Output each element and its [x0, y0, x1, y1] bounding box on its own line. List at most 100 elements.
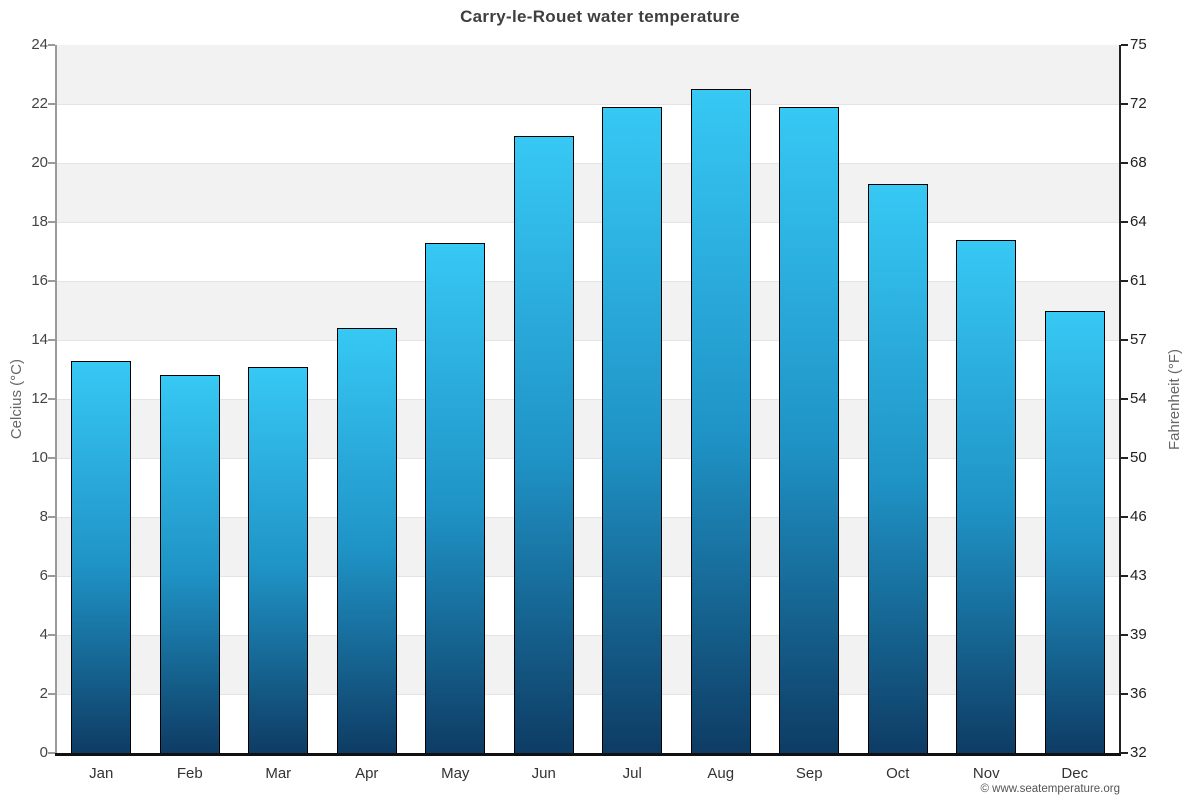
y-axis-right-tick-label: 64: [1130, 213, 1147, 230]
x-axis-line: [55, 753, 1121, 756]
y-axis-right-tick: [1121, 398, 1128, 400]
plot-band: [57, 281, 1119, 340]
gridline: [57, 516, 1119, 518]
chart-title: Carry-le-Rouet water temperature: [460, 7, 740, 26]
y-axis-left-tick: [48, 457, 55, 459]
x-axis-label-oct: Oct: [886, 765, 910, 782]
y-axis-left-tick: [48, 398, 55, 400]
y-axis-right-tick-label: 50: [1130, 449, 1147, 466]
y-axis-right-tick-label: 61: [1130, 272, 1147, 289]
gridline: [57, 693, 1119, 695]
y-axis-left-tick-label: 22: [31, 95, 48, 112]
y-axis-right-tick: [1121, 44, 1128, 46]
x-axis-label-jun: Jun: [531, 765, 556, 782]
y-axis-left-tick-label: 20: [31, 154, 48, 171]
gridline: [57, 221, 1119, 223]
y-axis-right-tick: [1121, 221, 1128, 223]
y-axis-right-tick-label: 43: [1130, 567, 1147, 584]
y-axis-right-tick-label: 32: [1130, 744, 1147, 761]
plot-band: [57, 163, 1119, 222]
y-axis-left-tick-label: 24: [31, 36, 48, 53]
y-axis-right-tick: [1121, 162, 1128, 164]
y-axis-right-tick-label: 46: [1130, 508, 1147, 525]
plot-band: [57, 517, 1119, 576]
x-axis-label-sep: Sep: [795, 765, 823, 782]
y-axis-right-tick: [1121, 103, 1128, 105]
y-axis-right-tick: [1121, 516, 1128, 518]
gridline: [57, 457, 1119, 459]
x-axis-label-mar: Mar: [265, 765, 292, 782]
y-axis-left-tick-label: 8: [39, 508, 48, 525]
y-axis-right-tick: [1121, 457, 1128, 459]
y-axis-left-tick-label: 2: [39, 685, 48, 702]
y-axis-right-tick-label: 54: [1130, 390, 1147, 407]
x-axis-label-apr: Apr: [355, 765, 379, 782]
y-axis-left-tick: [48, 221, 55, 223]
gridline: [57, 280, 1119, 282]
y-axis-left-tick-label: 6: [39, 567, 48, 584]
plot-band: [57, 45, 1119, 104]
y-axis-left-tick-label: 18: [31, 213, 48, 230]
y-axis-left-tick: [48, 752, 55, 754]
y-axis-right-tick: [1121, 693, 1128, 695]
bar-sep: [779, 106, 840, 753]
y-axis-right-tick-label: 39: [1130, 626, 1147, 643]
bar-jun: [513, 136, 574, 753]
y-axis-left-tick: [48, 634, 55, 636]
gridline: [57, 103, 1119, 105]
y-axis-left-tick: [48, 693, 55, 695]
plot-band: [57, 399, 1119, 458]
x-axis-label-feb: Feb: [176, 765, 203, 782]
x-axis-label-may: May: [441, 765, 470, 782]
y-axis-left-tick-label: 10: [31, 449, 48, 466]
y-axis-right-tick-label: 72: [1130, 95, 1147, 112]
gridline: [57, 398, 1119, 400]
copyright-link[interactable]: © www.seatemperature.org: [980, 783, 1120, 795]
plot-band: [57, 635, 1119, 694]
bar-mar: [248, 366, 309, 753]
y-axis-right-tick: [1121, 752, 1128, 754]
y-axis-left-tick: [48, 162, 55, 164]
x-axis-label-jul: Jul: [622, 765, 642, 782]
y-axis-left-line: [55, 45, 57, 754]
y-axis-left-tick-label: 4: [39, 626, 48, 643]
bar-nov: [956, 239, 1017, 753]
y-axis-right-tick-label: 36: [1130, 685, 1147, 702]
y-axis-right-tick: [1121, 339, 1128, 341]
bar-oct: [867, 183, 928, 753]
y-axis-left-tick: [48, 339, 55, 341]
y-axis-left-tick-label: 12: [31, 390, 48, 407]
bar-apr: [336, 328, 397, 753]
y-axis-right-tick-label: 57: [1130, 331, 1147, 348]
y-axis-right-tick-label: 75: [1130, 36, 1147, 53]
y-axis-right-tick-label: 68: [1130, 154, 1147, 171]
bar-aug: [690, 89, 751, 753]
y-axis-left-tick: [48, 103, 55, 105]
bar-jul: [602, 106, 663, 753]
gridline: [57, 162, 1119, 164]
gridline: [57, 339, 1119, 341]
x-axis-label-nov: Nov: [972, 765, 1000, 782]
y-axis-left-tick: [48, 280, 55, 282]
y-axis-left-tick-label: 16: [31, 272, 48, 289]
y-axis-right-line: [1119, 45, 1121, 754]
bar-jan: [71, 360, 132, 753]
y-axis-left-tick: [48, 44, 55, 46]
bar-feb: [159, 375, 220, 753]
gridline: [57, 575, 1119, 577]
y-axis-left-tick: [48, 575, 55, 577]
bar-dec: [1044, 310, 1105, 753]
y-axis-right-tick: [1121, 575, 1128, 577]
gridline: [57, 634, 1119, 636]
x-axis-label-jan: Jan: [89, 765, 114, 782]
plot-area: [57, 45, 1119, 753]
y-axis-left-tick: [48, 516, 55, 518]
y-axis-right-tick: [1121, 280, 1128, 282]
x-axis-label-aug: Aug: [707, 765, 735, 782]
bar-may: [425, 242, 486, 753]
y-axis-right-tick: [1121, 634, 1128, 636]
y-axis-left-tick-label: 14: [31, 331, 48, 348]
x-axis-label-dec: Dec: [1061, 765, 1089, 782]
y-axis-left-tick-label: 0: [39, 744, 48, 761]
